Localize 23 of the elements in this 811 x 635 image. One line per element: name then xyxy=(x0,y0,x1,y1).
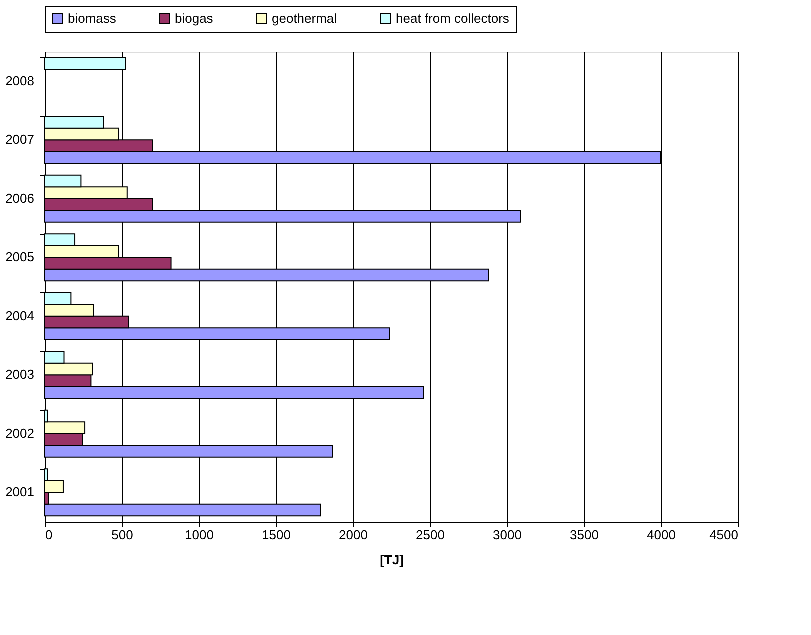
x-axis-title: [TJ] xyxy=(380,552,404,568)
legend-label: biomass xyxy=(68,10,117,26)
y-tick-label: 2001 xyxy=(6,484,34,500)
x-tick-label: 1500 xyxy=(262,528,291,542)
x-tick-label: 2000 xyxy=(339,528,368,542)
x-tick-label: 3500 xyxy=(570,528,599,542)
x-tick-label: 500 xyxy=(112,528,134,542)
y-tick-label: 2004 xyxy=(6,308,34,324)
y-tick-label: 2002 xyxy=(6,426,34,441)
y-tick-label: 2008 xyxy=(6,73,34,88)
legend-label: geothermal xyxy=(272,10,338,26)
y-tick-label: 2007 xyxy=(6,132,34,148)
legend-label: heat from collectors xyxy=(396,10,510,26)
x-tick-label: 0 xyxy=(46,528,53,542)
x-tick-label: 4500 xyxy=(710,528,738,542)
y-tick-label: 2005 xyxy=(6,250,34,265)
x-tick-label: 4000 xyxy=(647,528,676,542)
x-tick-label: 1000 xyxy=(185,528,214,542)
y-tick-label: 2003 xyxy=(6,367,34,382)
x-tick-label: 2500 xyxy=(416,528,445,542)
x-tick-label: 3000 xyxy=(493,528,522,542)
legend-label: biogas xyxy=(175,10,214,26)
y-tick-label: 2006 xyxy=(6,190,34,206)
